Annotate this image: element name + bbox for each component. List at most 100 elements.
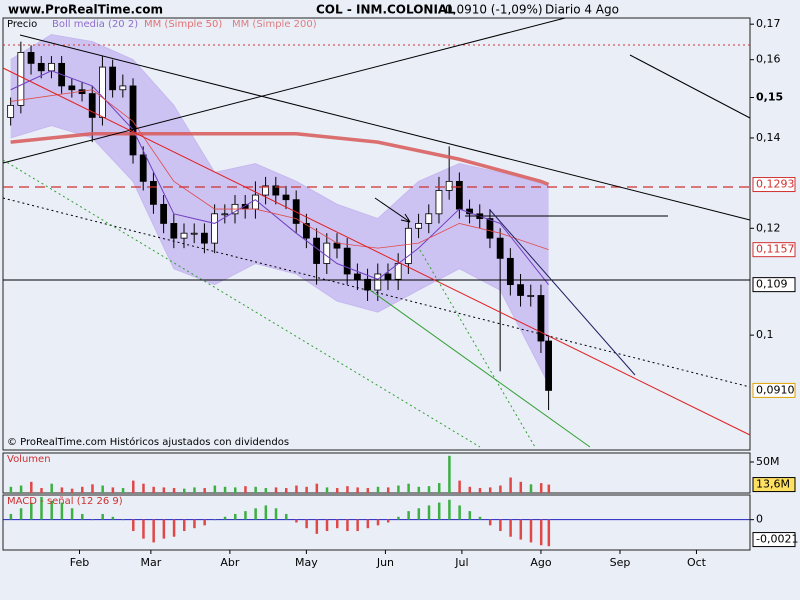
candle-body bbox=[527, 295, 535, 297]
x-tick-label: May bbox=[295, 556, 318, 569]
candle-body bbox=[435, 190, 443, 215]
volume-bar bbox=[509, 477, 512, 493]
macd-bar bbox=[284, 513, 288, 520]
macd-bar bbox=[142, 519, 145, 539]
volume-bar bbox=[9, 486, 13, 493]
volume-bar bbox=[478, 488, 482, 493]
volume-panel bbox=[2, 452, 751, 494]
trend-line bbox=[2, 17, 566, 164]
macd-bar bbox=[468, 511, 472, 520]
price-label: 0,1157 bbox=[756, 243, 795, 256]
candle-body bbox=[496, 237, 504, 259]
macd-bar bbox=[448, 499, 451, 520]
candle-body bbox=[272, 185, 280, 196]
moving-average bbox=[10, 132, 550, 187]
moving-average bbox=[10, 89, 549, 251]
volume-bar bbox=[468, 486, 472, 493]
macd-bar bbox=[437, 502, 441, 520]
legend-entry: MM (Simple 50) bbox=[144, 19, 222, 30]
price-label: 0,109 bbox=[756, 278, 788, 291]
macd-bar bbox=[111, 516, 115, 520]
volume-bar bbox=[547, 484, 551, 493]
macd-bar bbox=[152, 519, 155, 543]
volume-bar bbox=[274, 487, 278, 493]
candle-body bbox=[313, 237, 320, 264]
candle-body bbox=[262, 185, 269, 196]
macd-bar bbox=[40, 496, 43, 520]
macd-bar bbox=[274, 508, 278, 520]
candle-body bbox=[7, 104, 15, 118]
volume-bar bbox=[488, 487, 492, 493]
last-value-box bbox=[752, 477, 796, 493]
macd-bar bbox=[60, 502, 64, 520]
candle-body bbox=[17, 52, 25, 106]
macd-bar bbox=[356, 519, 359, 532]
macd-bar bbox=[427, 505, 431, 520]
macd-title: MACD - señal (12 26 9) bbox=[7, 496, 123, 507]
candle-body bbox=[201, 232, 208, 244]
last-value-label: 13,6M bbox=[756, 478, 790, 491]
macd-bar bbox=[295, 519, 298, 523]
legend: Precio Boll media (20 2) MM (Simple 50) MM… bbox=[7, 19, 317, 30]
macd-bar bbox=[132, 519, 135, 532]
last-value-label: -0,0021 bbox=[756, 533, 798, 546]
trend-line bbox=[2, 67, 751, 436]
volume-bar bbox=[427, 486, 431, 493]
volume-bar bbox=[529, 484, 533, 493]
trend-line bbox=[489, 209, 636, 376]
arrow bbox=[374, 197, 411, 223]
trend-line bbox=[629, 54, 751, 119]
trend-line bbox=[2, 197, 751, 388]
volume-bar bbox=[325, 487, 329, 493]
macd-bar bbox=[376, 519, 380, 526]
macd-bar bbox=[264, 505, 268, 520]
bollinger-band bbox=[10, 34, 549, 384]
volume-bar bbox=[499, 485, 502, 493]
trend-line bbox=[369, 289, 591, 448]
candle-body bbox=[221, 213, 229, 216]
macd-bar bbox=[19, 508, 23, 520]
macd-bar bbox=[335, 519, 339, 529]
macd-bar bbox=[172, 519, 176, 537]
candle-body bbox=[190, 232, 198, 235]
volume-bar bbox=[519, 481, 523, 493]
candle-body bbox=[353, 273, 361, 280]
volume-bar bbox=[19, 485, 23, 493]
macd-bar bbox=[223, 516, 227, 520]
trend-line bbox=[19, 34, 751, 221]
macd-panel bbox=[2, 494, 751, 551]
candle-body bbox=[251, 194, 259, 210]
x-tick-label: Jul bbox=[454, 556, 468, 569]
price-label-box bbox=[752, 177, 796, 193]
y-tick-label: 0,14 bbox=[756, 131, 781, 144]
trend-lines bbox=[2, 17, 751, 448]
candle-body bbox=[445, 180, 453, 191]
volume-bar bbox=[305, 486, 308, 493]
volume-bar bbox=[295, 485, 298, 493]
candle-body bbox=[68, 85, 76, 91]
candle-body bbox=[211, 213, 219, 244]
macd-bar bbox=[529, 519, 533, 543]
site: www.ProRealTime.com bbox=[8, 3, 163, 17]
volume-bar bbox=[417, 486, 421, 493]
macd-bar bbox=[193, 519, 196, 529]
macd-bar bbox=[539, 519, 543, 546]
price-label-box bbox=[752, 382, 796, 398]
legend-entry: Precio bbox=[7, 19, 37, 30]
volume-bar bbox=[234, 487, 237, 493]
volume-bar bbox=[91, 484, 94, 493]
y-tick-label: 0,12 bbox=[756, 221, 781, 234]
macd-bar bbox=[30, 502, 33, 520]
candle-body bbox=[109, 66, 117, 91]
candle-body bbox=[160, 203, 168, 224]
macd-bar bbox=[519, 519, 523, 540]
candle-body bbox=[384, 273, 392, 280]
volume-bar bbox=[193, 487, 196, 493]
volume-title: Volumen bbox=[7, 454, 51, 465]
price-label: 0,1293 bbox=[756, 178, 795, 191]
volume-bar bbox=[254, 486, 257, 493]
y-tick-label: 0,17 bbox=[756, 17, 781, 30]
volume-bar bbox=[132, 480, 135, 493]
macd-bar bbox=[121, 519, 125, 521]
